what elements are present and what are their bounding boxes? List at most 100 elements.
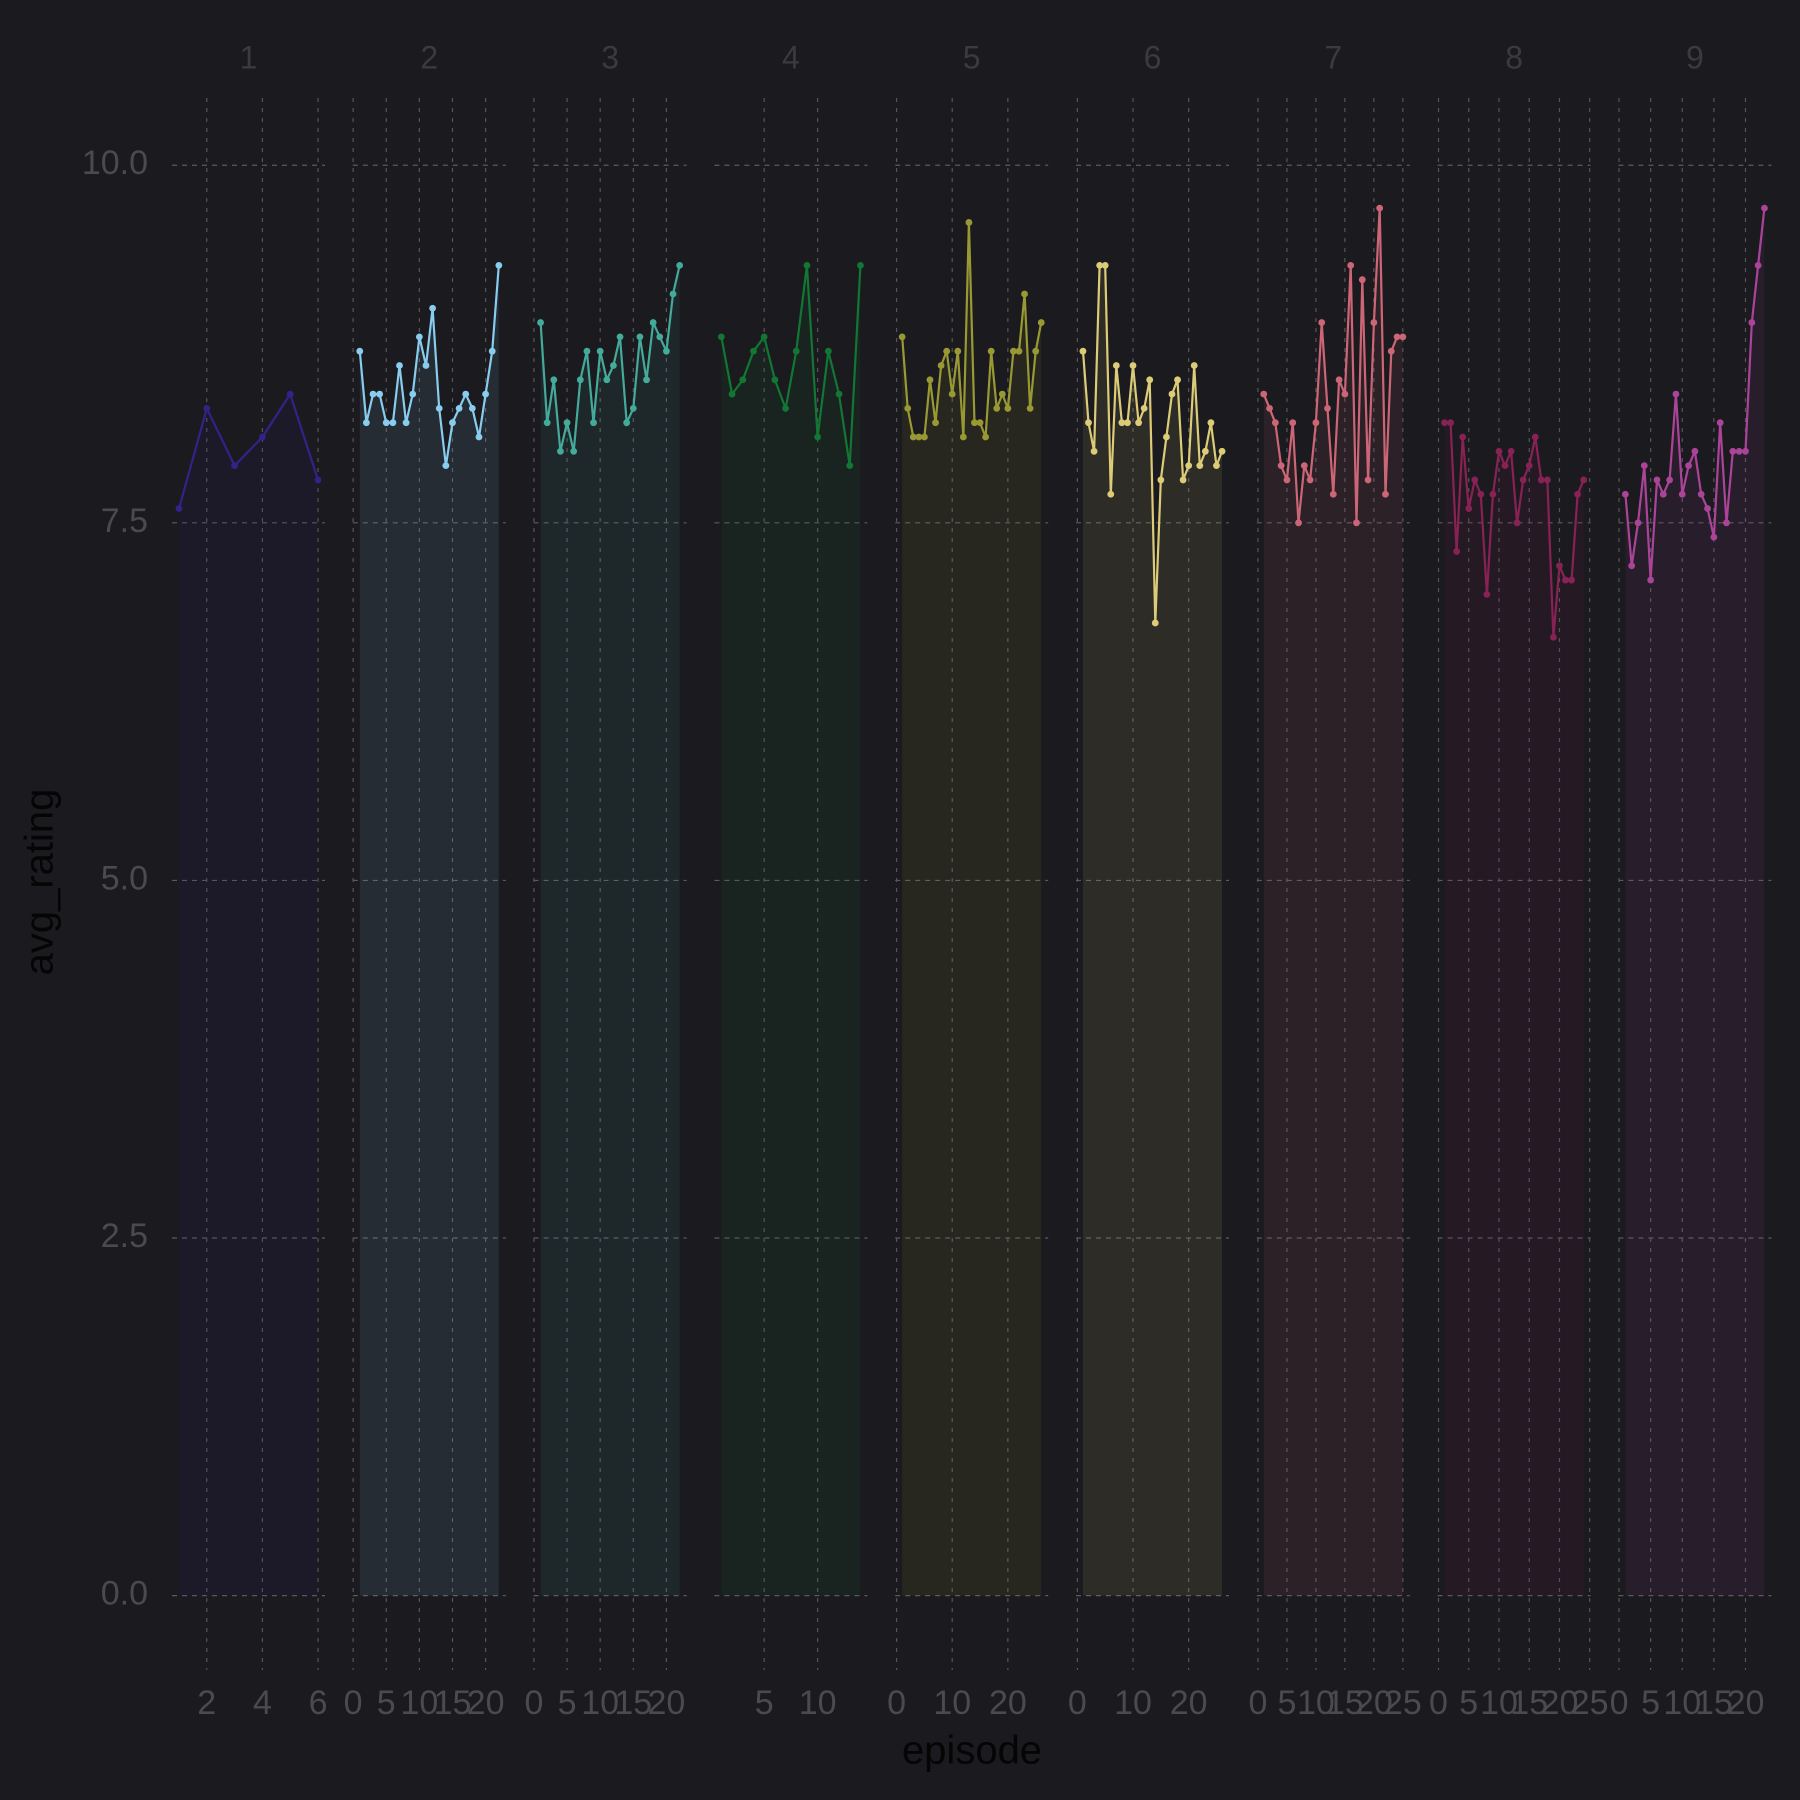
point — [468, 404, 476, 412]
point — [356, 347, 364, 355]
x-tick-label: 5 — [755, 1684, 774, 1722]
point — [1704, 505, 1711, 512]
point — [971, 419, 978, 427]
point — [583, 347, 591, 355]
point — [1124, 419, 1131, 427]
point — [623, 419, 631, 427]
point — [1495, 447, 1503, 455]
x-tick-label: 0 — [1429, 1684, 1448, 1722]
point — [1640, 462, 1648, 470]
y-tick-label: 7.5 — [101, 502, 148, 540]
point — [259, 433, 266, 441]
point — [1129, 362, 1137, 369]
point — [1691, 447, 1699, 455]
x-axis-label: episode — [902, 1729, 1042, 1773]
point — [1459, 433, 1467, 441]
area — [1083, 265, 1222, 1596]
point — [629, 404, 637, 412]
x-tick-label: 25 — [1384, 1684, 1422, 1722]
x-tick-label: 10 — [400, 1684, 438, 1722]
x-tick-label: 10 — [799, 1684, 837, 1722]
point — [824, 347, 832, 355]
point — [915, 433, 923, 441]
x-tick-label: 0 — [344, 1684, 363, 1722]
point — [656, 333, 664, 341]
point — [1163, 433, 1170, 441]
point — [1190, 362, 1198, 369]
x-tick-label: 6 — [309, 1684, 328, 1722]
y-tick-label: 2.5 — [101, 1217, 148, 1255]
point — [1140, 404, 1148, 412]
point — [1353, 519, 1360, 527]
point — [1376, 204, 1384, 212]
line — [177, 391, 320, 509]
point — [475, 433, 483, 441]
point — [1387, 347, 1395, 355]
x-tick-label: 5 — [377, 1684, 396, 1722]
point — [616, 333, 624, 341]
point — [1324, 404, 1331, 412]
x-tick-label: 10 — [1297, 1684, 1335, 1722]
point — [1207, 419, 1215, 427]
point — [1026, 404, 1034, 412]
point — [1277, 462, 1285, 470]
facet: 4 5 10 — [714, 39, 868, 1722]
point — [1358, 276, 1366, 284]
point — [1295, 519, 1302, 527]
facet: 5 0 10 20 — [887, 39, 1049, 1722]
point — [1004, 404, 1012, 412]
x-tick-label: 20 — [467, 1684, 505, 1722]
point — [590, 419, 597, 427]
x-tick-label: 20 — [989, 1684, 1027, 1722]
point — [1453, 548, 1461, 555]
x-tick-label: 5 — [558, 1684, 577, 1722]
point — [662, 347, 670, 355]
point — [857, 261, 864, 269]
x-tick-label: 0 — [887, 1684, 906, 1722]
area — [902, 222, 1042, 1596]
area — [1625, 208, 1765, 1596]
x-tick-label: 10 — [1663, 1684, 1701, 1722]
x-tick-label: 10 — [581, 1684, 619, 1722]
point — [1562, 576, 1569, 584]
point — [563, 419, 571, 427]
x-tick-label: 20 — [1541, 1684, 1579, 1722]
point — [1318, 319, 1326, 326]
point — [570, 447, 578, 455]
line — [539, 265, 681, 452]
point — [1519, 476, 1527, 484]
point — [396, 362, 403, 369]
point — [449, 419, 456, 427]
y-tick-label: 0.0 — [101, 1575, 148, 1613]
point — [1685, 462, 1692, 470]
point — [987, 347, 995, 355]
point — [1513, 519, 1521, 527]
point — [369, 390, 377, 398]
point — [1477, 490, 1485, 498]
point — [1483, 590, 1491, 598]
point — [1735, 447, 1743, 455]
point — [1659, 490, 1667, 498]
point — [603, 376, 611, 384]
point — [669, 290, 677, 298]
point — [422, 362, 430, 369]
point — [1666, 476, 1674, 484]
point — [1556, 562, 1563, 570]
point — [728, 390, 736, 398]
point — [1185, 462, 1193, 470]
point — [488, 347, 496, 355]
point — [1283, 476, 1291, 484]
x-tick-label: 10 — [1114, 1684, 1152, 1722]
point — [1196, 462, 1204, 470]
point — [636, 333, 644, 341]
point — [1678, 490, 1686, 498]
point — [362, 419, 370, 427]
point — [643, 376, 650, 384]
x-tick-label: 5 — [1641, 1684, 1660, 1722]
point — [1107, 490, 1115, 498]
x-tick-label: 0 — [524, 1684, 543, 1722]
point — [1289, 419, 1297, 427]
point — [1201, 447, 1209, 455]
point — [948, 390, 956, 398]
